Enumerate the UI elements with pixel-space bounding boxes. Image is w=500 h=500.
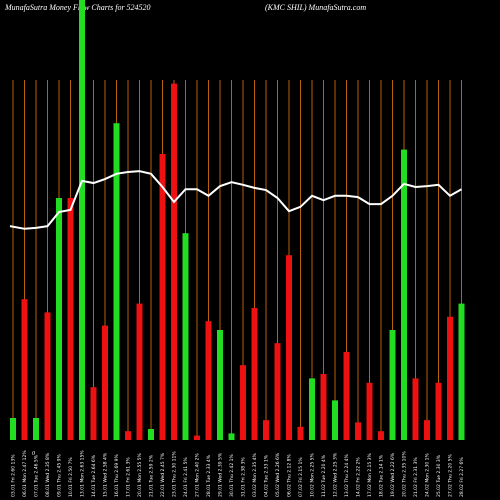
- bar: [148, 429, 154, 440]
- bar: [401, 149, 407, 440]
- bar: [366, 382, 373, 440]
- bar: [102, 325, 108, 440]
- bar: [424, 420, 430, 440]
- bar: [412, 378, 419, 440]
- x-tick-label: 20.02 Thu 2.35 10%: [402, 451, 408, 497]
- bar: [21, 299, 28, 440]
- bar: [251, 308, 258, 440]
- x-tick-label: 06.02 Thu 2.12 8%: [287, 453, 293, 497]
- x-tick-label: 20.01 Mon 2.55 5%: [137, 452, 143, 497]
- bar: [10, 418, 16, 440]
- bar: [263, 420, 269, 440]
- x-tick-label: 14.01 Tue 2.64 6%: [91, 454, 97, 497]
- bar: [136, 303, 143, 440]
- x-tick-label: 03.01 Fri 2.60 13%: [11, 454, 17, 497]
- x-tick-label: 30.01 Thu 2.42 1%: [229, 453, 235, 497]
- x-tick-label: 28.02 Fri 2.27 6%: [459, 457, 465, 497]
- bar: [33, 418, 39, 440]
- x-tick-label: 14.02 Fri 2.22 2%: [356, 457, 362, 497]
- x-tick-label: 21.02 Fri 2.31 3%: [413, 457, 419, 497]
- bar: [44, 312, 51, 440]
- x-tick-label: 17.02 Mon 2.15 3%: [367, 452, 373, 497]
- x-tick-label: 24.02 Mon 2.30 1%: [425, 452, 431, 497]
- bar: [217, 330, 223, 440]
- x-tick-label: 27.01 Mon 2.40 2%: [195, 452, 201, 497]
- annotation: 0: [32, 451, 35, 457]
- x-tick-label: 03.02 Mon 2.35 4%: [252, 452, 258, 497]
- x-tick-label: 09.01 Thu 2.45 9%: [57, 453, 63, 497]
- x-tick-label: 24.01 Fri 2.41 5%: [183, 457, 189, 497]
- x-tick-label: 11.02 Tue 2.20 4%: [321, 454, 327, 497]
- bar: [56, 198, 62, 440]
- bar: [286, 255, 292, 440]
- bar: [125, 431, 131, 440]
- x-tick-label: 08.01 Wed 2.35 8%: [45, 452, 51, 497]
- bar: [309, 378, 315, 440]
- x-tick-label: 15.01 Wed 2.58 4%: [103, 452, 109, 497]
- bar: [113, 123, 120, 440]
- bar: [378, 431, 384, 440]
- bar: [182, 233, 189, 440]
- x-tick-label: 12.02 Wed 2.25 3%: [333, 452, 339, 497]
- bar: [159, 154, 166, 440]
- bar: [447, 316, 453, 440]
- x-tick-label: 17.01 Fri 2.61 3%: [126, 457, 132, 497]
- bar: [458, 303, 465, 440]
- x-tick-label: 22.01 Wed 2.45 7%: [160, 452, 166, 497]
- x-tick-label: 04.02 Tue 2.33 1%: [264, 454, 270, 497]
- bar: [389, 330, 396, 440]
- x-tick-label: 18.02 Tue 2.14 1%: [379, 454, 385, 497]
- x-tick-label: 10.02 Mon 2.25 5%: [310, 452, 316, 497]
- bar: [332, 400, 338, 440]
- x-tick-label: 16.01 Thu 2.69 9%: [114, 453, 120, 497]
- money-flow-line: [9, 170, 462, 230]
- x-tick-label: 28.01 Tue 2.33 4%: [206, 454, 212, 497]
- x-tick-label: 07.01 Tue 2.46 5%: [34, 454, 40, 497]
- x-tick-label: 31.01 Fri 2.38 3%: [241, 457, 247, 497]
- x-tick-label: 13.02 Thu 2.24 4%: [344, 453, 350, 497]
- bar: [90, 387, 97, 440]
- bar: [355, 422, 361, 440]
- bar: [67, 198, 74, 440]
- x-tick-label: 21.01 Tue 2.59 2%: [149, 454, 155, 497]
- x-tick-label: 13.01 Mon 2.63 15%: [80, 450, 86, 497]
- x-tick-label: 19.02 Wed 2.22 6%: [390, 452, 396, 497]
- bar: [171, 83, 177, 440]
- bar: [274, 343, 281, 440]
- bar: [79, 0, 85, 440]
- bar: [228, 433, 235, 440]
- x-tick-label: 27.02 Thu 2.20 5%: [448, 453, 454, 497]
- x-tick-label: 06.01 Mon 2.47 12%: [22, 450, 28, 497]
- x-tick-label: 25.02 Tue 2.30 3%: [436, 454, 442, 497]
- x-tick-label: 07.02 Fri 2.15 1%: [298, 457, 304, 497]
- bar: [205, 321, 212, 440]
- x-tick-label: 10.01 Fri 2.50 7%: [68, 457, 74, 497]
- bar: [343, 352, 350, 440]
- bar: [194, 435, 200, 440]
- chart-subtitle: (KMC SHIL) MunafaSutra.com: [265, 3, 366, 12]
- bar: [297, 426, 304, 440]
- bar: [320, 374, 327, 440]
- bar: [435, 382, 442, 440]
- x-tick-label: 05.02 Wed 2.26 6%: [275, 452, 281, 497]
- bar: [240, 365, 246, 440]
- x-tick-label: 29.01 Wed 2.39 5%: [218, 452, 224, 497]
- chart-title: MunafaSutra Money Flow Charts for 524520: [4, 3, 151, 12]
- x-tick-label: 23.01 Thu 2.30 11%: [172, 451, 178, 497]
